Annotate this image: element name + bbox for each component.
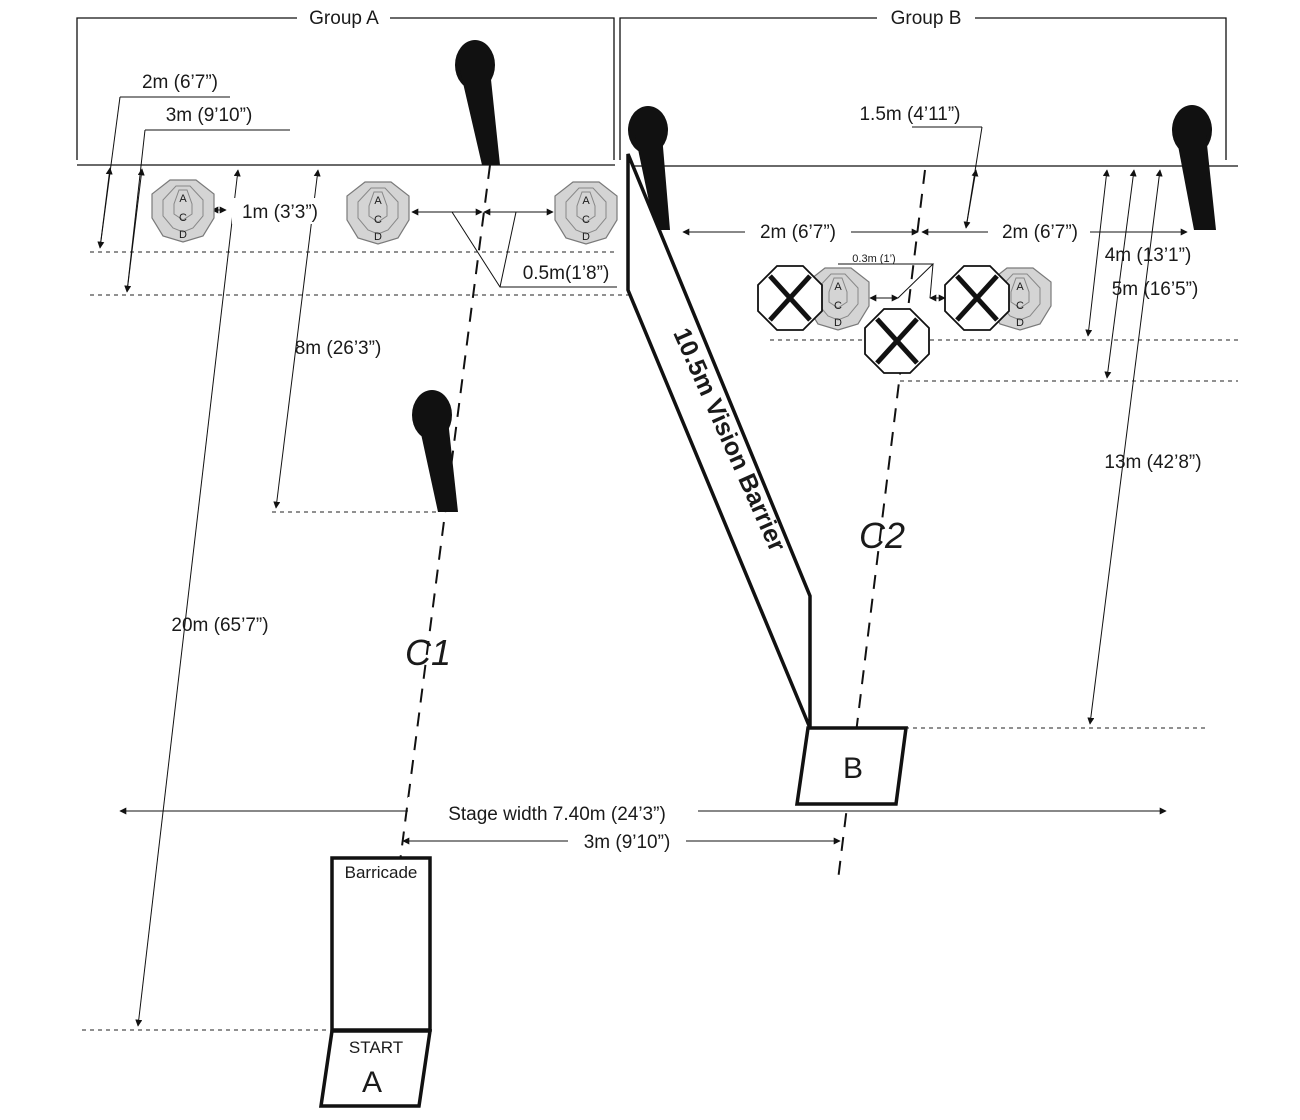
zone-a-letter: A: [374, 195, 382, 207]
zone-a-letter: A: [582, 195, 590, 207]
paper-target-b2: A C D: [988, 267, 1052, 331]
popper-b-right: [1172, 105, 1216, 230]
barricade: Barricade: [330, 856, 432, 1032]
dim-3m-left: 3m (9’10”): [166, 105, 253, 126]
dim-2m-b1: 2m (6’7”): [760, 222, 836, 243]
box-a-label: A: [362, 1066, 382, 1099]
zone-d-letter: D: [582, 231, 590, 243]
paper-target-a3: A C D: [554, 181, 618, 245]
start-box-a: START A: [318, 1029, 433, 1108]
start-label: START: [349, 1038, 403, 1057]
no-shoot-target-1: [758, 266, 822, 330]
zone-c-letter: C: [374, 214, 382, 226]
dim-2m-left: 2m (6’7”): [142, 72, 218, 93]
zone-d-letter: D: [179, 229, 187, 241]
dim-20m: 20m (65’7”): [171, 615, 268, 636]
center-line-2-label: C2: [859, 515, 905, 556]
zone-c-letter: C: [1016, 300, 1024, 312]
group-a-bracket: Group A: [76, 8, 615, 160]
box-b-label: B: [843, 752, 863, 785]
dim-15m: 1.5m (4’11”): [859, 104, 960, 125]
center-line-1-label: C1: [405, 632, 451, 673]
dim-2m-b2: 2m (6’7”): [1002, 222, 1078, 243]
no-shoot-target-3: [865, 309, 929, 373]
group-b-bracket: Group B: [619, 8, 1227, 160]
dim-3m-bottom: 3m (9’10”): [584, 832, 671, 853]
paper-target-a1: A C D: [151, 179, 215, 243]
zone-a-letter: A: [834, 281, 842, 293]
reference-dashed-lines: [82, 251, 1238, 1031]
dim-stage-width: Stage width 7.40m (24’3”): [448, 804, 666, 825]
zone-a-letter: A: [179, 193, 187, 205]
dim-4m: 4m (13’1”): [1105, 245, 1192, 266]
shooting-box-b: B: [794, 726, 908, 806]
dim-03m: 0.3m (1’): [852, 253, 895, 265]
zone-c-letter: C: [834, 300, 842, 312]
popper-a-back: [455, 40, 500, 165]
dim-5m: 5m (16’5”): [1112, 279, 1199, 300]
zone-d-letter: D: [834, 317, 842, 329]
dim-1m: 1m (3’3”): [242, 202, 318, 223]
zone-a-letter: A: [1016, 281, 1024, 293]
zone-d-letter: D: [374, 231, 382, 243]
paper-target-a2: A C D: [346, 181, 410, 245]
zone-c-letter: C: [582, 214, 590, 226]
popper-a-mid: [412, 390, 458, 512]
dim-13m: 13m (42’8”): [1104, 452, 1201, 473]
barricade-label: Barricade: [345, 863, 418, 882]
zone-d-letter: D: [1016, 317, 1024, 329]
group-b-label: Group B: [891, 8, 962, 29]
group-a-label: Group A: [309, 8, 379, 29]
steel-poppers: [412, 40, 1216, 512]
zone-c-letter: C: [179, 212, 187, 224]
popper-b-left: [628, 106, 670, 230]
paper-target-b1: A C D: [806, 267, 870, 331]
no-shoot-target-2: [945, 266, 1009, 330]
dim-8m: 8m (26’3”): [295, 338, 382, 359]
dim-05m: 0.5m(1’8”): [523, 263, 610, 284]
